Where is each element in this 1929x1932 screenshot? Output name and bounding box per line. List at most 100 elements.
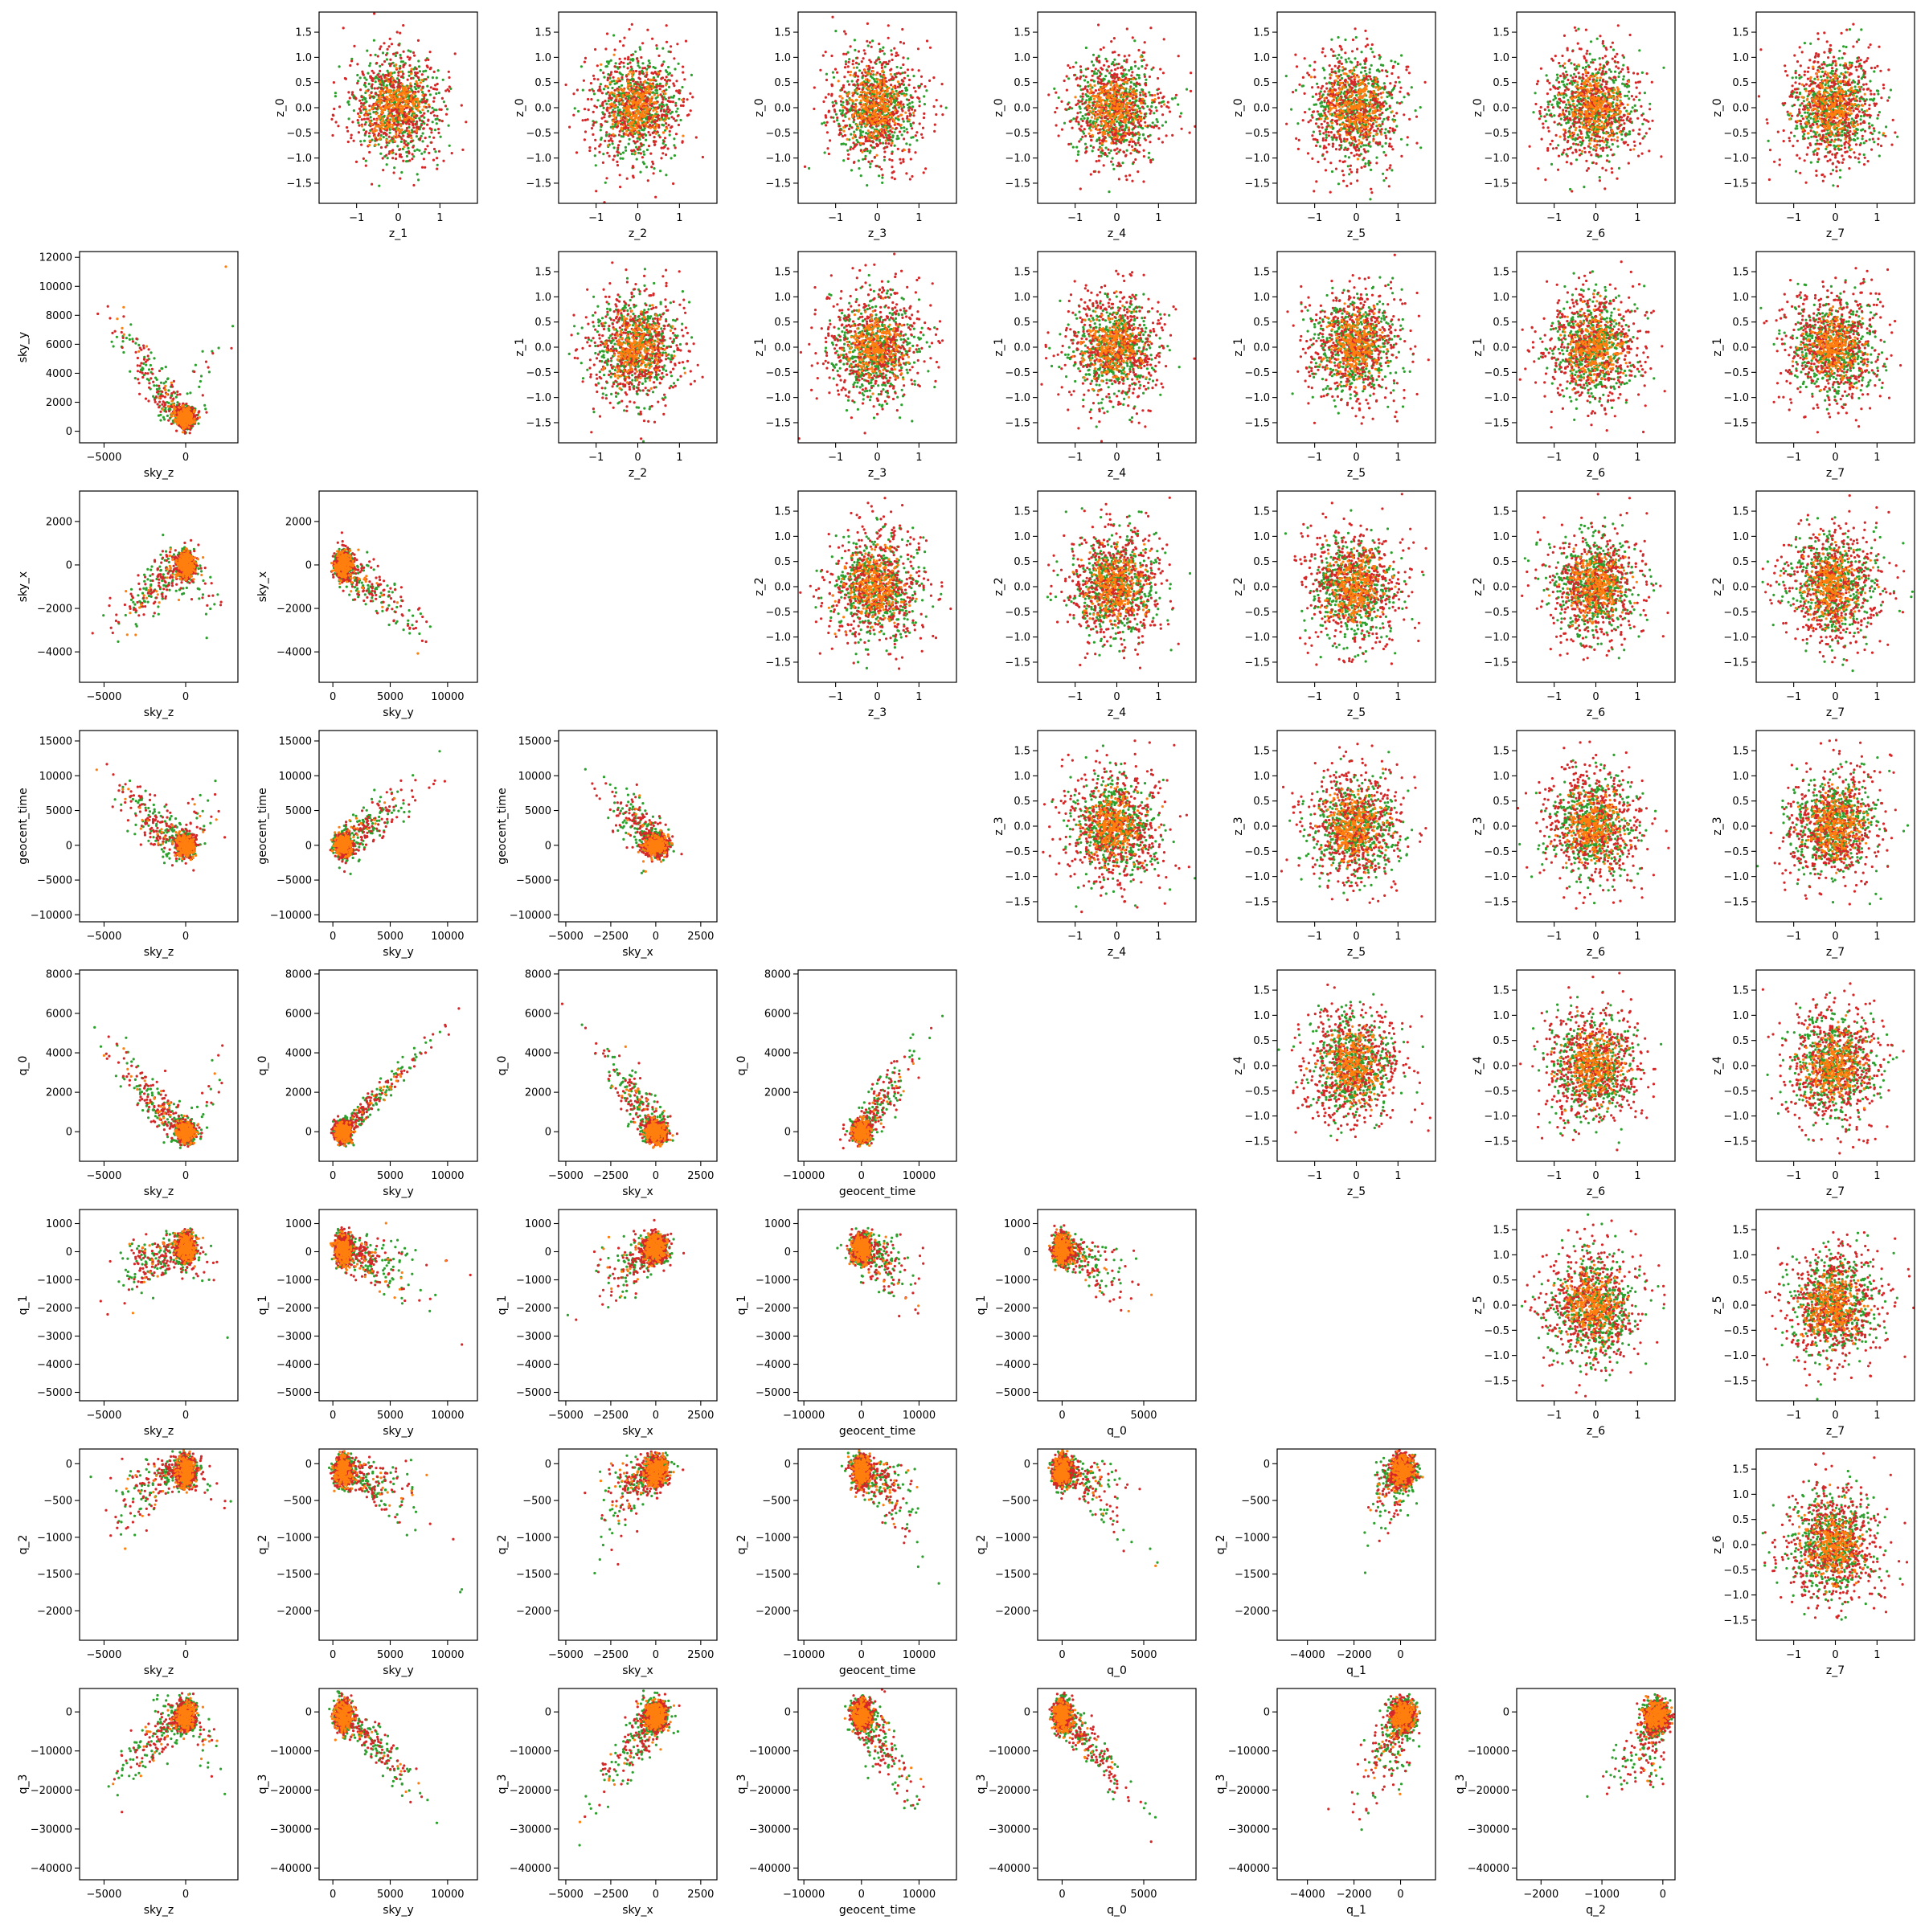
- y-tick-label: 6000: [46, 339, 72, 351]
- data-point-series_c: [166, 554, 168, 556]
- data-point-series_c: [148, 348, 150, 350]
- data-point-series_c: [204, 583, 207, 585]
- data-point-series_c: [191, 424, 194, 427]
- data-point-series_a: [129, 334, 131, 336]
- data-point-series_c: [151, 573, 154, 575]
- data-point-series_c: [176, 394, 178, 396]
- data-point-series_a: [200, 375, 203, 377]
- data-point-series_a: [199, 564, 201, 567]
- data-point-series_b: [155, 590, 158, 592]
- data-point-series_c: [138, 382, 141, 384]
- data-point-series_c: [115, 620, 117, 622]
- x-axis-label: sky_z: [144, 467, 174, 480]
- data-point-series_a: [149, 364, 152, 366]
- data-point-series_c: [142, 613, 145, 616]
- data-point-series_c: [154, 612, 156, 614]
- data-point-series_c: [151, 373, 154, 375]
- data-point-series_c: [158, 401, 161, 403]
- data-point-series_c: [206, 604, 208, 607]
- data-point-series_a: [133, 604, 136, 606]
- data-point-series_c: [107, 305, 109, 308]
- data-point-series_c: [137, 357, 139, 359]
- data-point-series_a: [121, 340, 124, 342]
- data-point-series_c: [173, 565, 175, 567]
- x-tick-label: −5000: [86, 452, 121, 464]
- data-point-series_a: [130, 588, 133, 591]
- data-point-series_c: [188, 582, 190, 584]
- data-point-series_a: [146, 568, 149, 571]
- data-point-series_b: [176, 416, 178, 419]
- data-point-series_a: [145, 588, 147, 591]
- data-point-series_b: [173, 406, 175, 408]
- data-point-series_c: [96, 313, 99, 315]
- data-point-series_c: [171, 576, 174, 579]
- data-point-series_a: [131, 338, 133, 340]
- data-point-series_a: [186, 392, 189, 395]
- y-tick-label: 10000: [39, 281, 72, 293]
- data-point-series_c: [144, 605, 146, 608]
- data-point-series_c: [157, 403, 159, 405]
- data-point-series_a: [182, 592, 185, 595]
- data-point-series_a: [158, 387, 161, 390]
- data-point-series_c: [189, 428, 191, 431]
- data-point-series_a: [155, 384, 158, 387]
- data-point-series_c: [140, 362, 142, 364]
- data-point-series_b: [186, 412, 189, 415]
- data-point-series_c: [115, 613, 117, 616]
- data-point-series_a: [122, 351, 125, 354]
- data-point-series_c: [211, 582, 213, 584]
- data-point-series_a: [173, 553, 175, 555]
- data-point-series_c: [159, 411, 162, 413]
- data-point-series_c: [162, 557, 164, 559]
- data-point-series_c: [168, 583, 170, 586]
- data-point-series_a: [129, 323, 132, 325]
- data-point-series_b: [186, 417, 189, 420]
- y-tick-label: 4000: [46, 368, 72, 380]
- data-point-series_a: [218, 346, 220, 349]
- data-point-series_a: [129, 338, 131, 341]
- data-point-series_c: [157, 567, 159, 570]
- data-point-series_a: [198, 597, 200, 600]
- data-point-series_a: [175, 396, 178, 399]
- data-point-series_b: [162, 408, 164, 411]
- data-point-series_c: [146, 359, 149, 362]
- data-point-series_c: [202, 394, 204, 396]
- data-point-series_c: [167, 572, 170, 575]
- data-point-series_a: [142, 362, 145, 365]
- data-point-series_c: [133, 608, 135, 611]
- data-point-series_a: [141, 592, 144, 595]
- data-point-series_b: [122, 306, 125, 309]
- data-point-series_a: [199, 380, 202, 383]
- data-point-series_c: [153, 589, 155, 591]
- data-point-series_c: [129, 608, 132, 610]
- data-point-series_c: [158, 582, 160, 584]
- data-point-series_b: [174, 411, 176, 414]
- data-point-series_c: [111, 332, 113, 334]
- data-point-series_c: [171, 582, 174, 584]
- data-point-series_a: [197, 423, 199, 425]
- data-point-series_c: [162, 587, 165, 590]
- data-point-series_a: [216, 593, 219, 596]
- x-tick-label: 0: [182, 452, 189, 464]
- data-point-series_c: [145, 372, 147, 375]
- data-point-series_c: [158, 370, 161, 372]
- data-point-series_a: [125, 337, 128, 339]
- data-point-series_c: [172, 571, 174, 573]
- data-point-series_b: [166, 576, 168, 579]
- data-point-series_b: [134, 633, 137, 636]
- data-point-series_c: [122, 315, 125, 317]
- data-point-series_c: [184, 431, 186, 433]
- data-point-series_c: [176, 391, 178, 393]
- data-point-series_c: [211, 595, 214, 597]
- data-point-series_b: [199, 416, 201, 419]
- data-point-series_c: [204, 567, 207, 569]
- data-point-series_b: [174, 420, 176, 423]
- data-point-series_c: [166, 559, 168, 562]
- data-point-series_b: [182, 404, 184, 407]
- data-point-series_a: [203, 404, 206, 407]
- data-point-series_a: [132, 601, 134, 604]
- data-point-series_b: [170, 382, 173, 384]
- data-point-series_c: [137, 378, 139, 380]
- data-point-series_b: [123, 334, 125, 336]
